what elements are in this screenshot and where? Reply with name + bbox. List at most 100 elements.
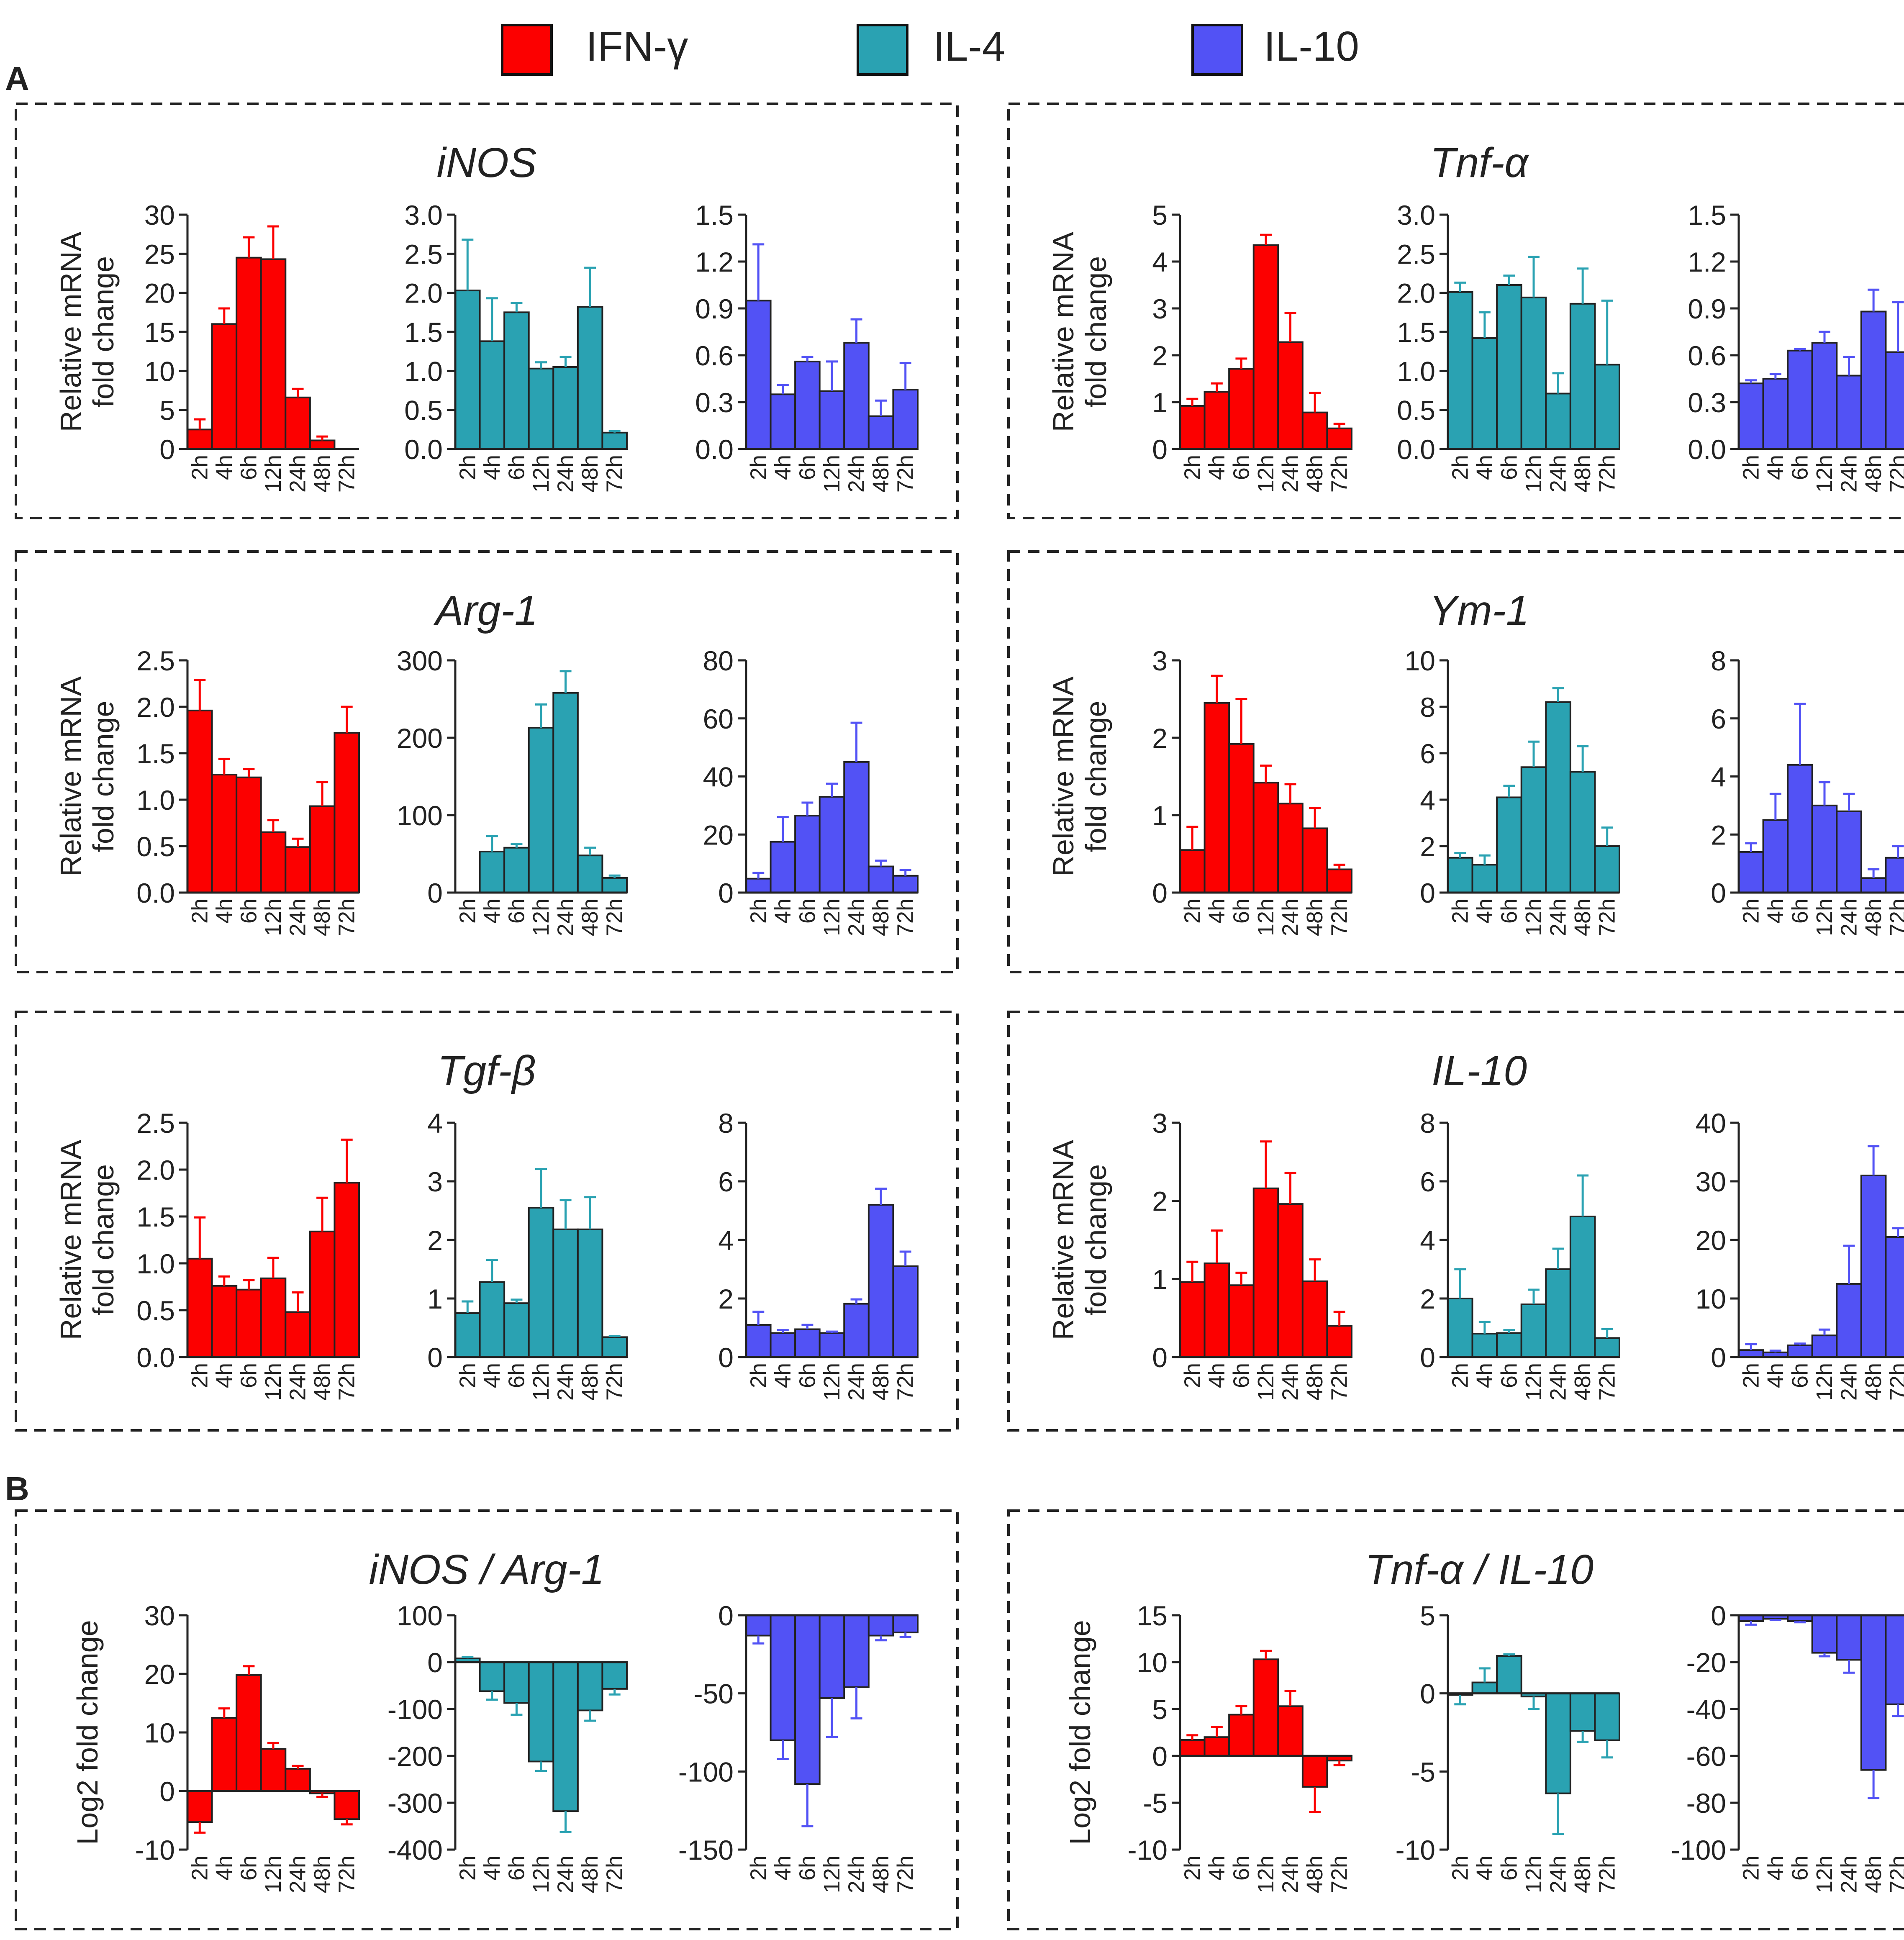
y-tick-label: 0 (1152, 878, 1168, 908)
x-tick-label: 48h (577, 455, 603, 493)
y-tick-label: -5 (1143, 1788, 1168, 1819)
x-tick-label: 6h (504, 898, 529, 924)
x-tick-label: 12h (529, 455, 554, 493)
bar (479, 850, 506, 893)
y-tick-label: 5 (1420, 1600, 1435, 1631)
x-tick-label: 12h (1521, 455, 1546, 493)
y-tick-label: 0.5 (136, 831, 175, 862)
bar (770, 1614, 796, 1741)
x-tick-label: 2h (187, 898, 212, 924)
x-tick-label: 24h (844, 898, 869, 936)
x-tick-label: 12h (261, 1855, 286, 1893)
x-tick-label: 24h (844, 455, 869, 493)
panel-tnf-alpha-il-10: Tnf-α / IL-10 Log2 fold change -10 -5 0 5 10 15… (1007, 1509, 1904, 1930)
bar (1179, 849, 1206, 893)
y-tick-label: 1 (1152, 800, 1168, 831)
bar (528, 367, 554, 450)
y-tick-label: -300 (387, 1788, 443, 1819)
y-tick-label: -5 (1411, 1756, 1435, 1787)
bar (1203, 1736, 1230, 1757)
y-axis-label: fold change (1080, 1164, 1112, 1316)
bar (1277, 1203, 1304, 1358)
x-tick-label: 48h (310, 1363, 335, 1401)
x-tick-label: 4h (770, 455, 795, 480)
x-tick-label: 48h (1570, 455, 1595, 493)
bar (1569, 1216, 1596, 1358)
x-tick-label: 2h (187, 455, 212, 480)
y-tick-label: 8 (718, 1108, 734, 1139)
bar (1203, 1263, 1230, 1358)
bar (1860, 1614, 1887, 1771)
bar (1447, 291, 1473, 450)
bar (745, 1324, 772, 1358)
x-tick-label: 24h (1546, 455, 1571, 493)
legend-label-il-10: IL-10 (1264, 23, 1359, 70)
bar (1545, 1692, 1571, 1794)
x-tick-label: 6h (1787, 1855, 1812, 1881)
y-tick-label: 0.9 (1688, 293, 1726, 324)
bar (1836, 1283, 1862, 1358)
x-tick-label: 6h (1496, 1363, 1522, 1388)
x-tick-label: 48h (868, 1363, 893, 1401)
y-tick-label: 0.5 (136, 1295, 175, 1326)
panel-frame (15, 550, 959, 973)
bar (1301, 1755, 1328, 1788)
y-tick-label: -400 (387, 1835, 443, 1866)
x-tick-label: 2h (1738, 455, 1763, 480)
bar (211, 1717, 238, 1792)
y-tick-label: 2 (1420, 1283, 1435, 1314)
bar (1860, 877, 1887, 893)
x-tick-label: 2h (1447, 1855, 1473, 1881)
x-tick-label: 12h (819, 898, 844, 936)
panel-title: Ym-1 (1429, 587, 1529, 634)
x-tick-label: 48h (868, 898, 893, 936)
bar (285, 396, 311, 450)
bar (1471, 337, 1498, 450)
bar (770, 1332, 796, 1358)
x-tick-label: 6h (1496, 898, 1522, 924)
x-tick-label: 48h (577, 898, 603, 936)
y-tick-label: -80 (1686, 1788, 1726, 1819)
panel-title: Tgf-β (438, 1047, 536, 1094)
x-tick-label: 12h (819, 1363, 844, 1401)
x-tick-label: 12h (1521, 898, 1546, 936)
y-tick-label: 100 (397, 800, 443, 831)
y-tick-label: 0 (1420, 878, 1435, 908)
bar (1594, 845, 1620, 893)
bar (187, 709, 213, 893)
bar (236, 1288, 262, 1358)
bar (334, 1182, 360, 1358)
x-tick-label: 72h (1886, 455, 1904, 493)
x-tick-label: 4h (770, 1855, 795, 1881)
y-tick-label: 0 (1152, 1342, 1168, 1373)
y-tick-label: 2.0 (136, 1155, 175, 1186)
x-tick-label: 2h (187, 1363, 212, 1388)
y-tick-label: 300 (397, 645, 443, 676)
panel-inos: iNOS Relative mRNA fold change 0 5 10 15 20 25 30… (15, 103, 959, 519)
x-tick-label: 72h (893, 1855, 918, 1893)
bar (260, 1748, 287, 1792)
y-tick-label: -10 (135, 1835, 175, 1866)
y-tick-label: 30 (1696, 1166, 1726, 1197)
x-tick-label: 4h (1472, 455, 1497, 480)
panel-title: iNOS / Arg-1 (369, 1546, 604, 1593)
x-tick-label: 48h (868, 1855, 893, 1893)
y-tick-label: 8 (1420, 1108, 1435, 1139)
x-tick-label: 48h (1302, 898, 1327, 936)
y-tick-label: 10 (1696, 1283, 1726, 1314)
x-tick-label: 48h (1861, 1363, 1886, 1401)
y-axis-label: Relative mRNA (1047, 1139, 1080, 1340)
x-tick-label: 72h (334, 898, 359, 936)
bar (1496, 1655, 1522, 1694)
y-tick-label: 2 (1152, 723, 1168, 754)
x-tick-label: 2h (1447, 898, 1473, 924)
bar (1228, 1284, 1255, 1358)
bar (770, 841, 796, 893)
bar (819, 796, 845, 893)
x-tick-label: 6h (236, 898, 261, 924)
